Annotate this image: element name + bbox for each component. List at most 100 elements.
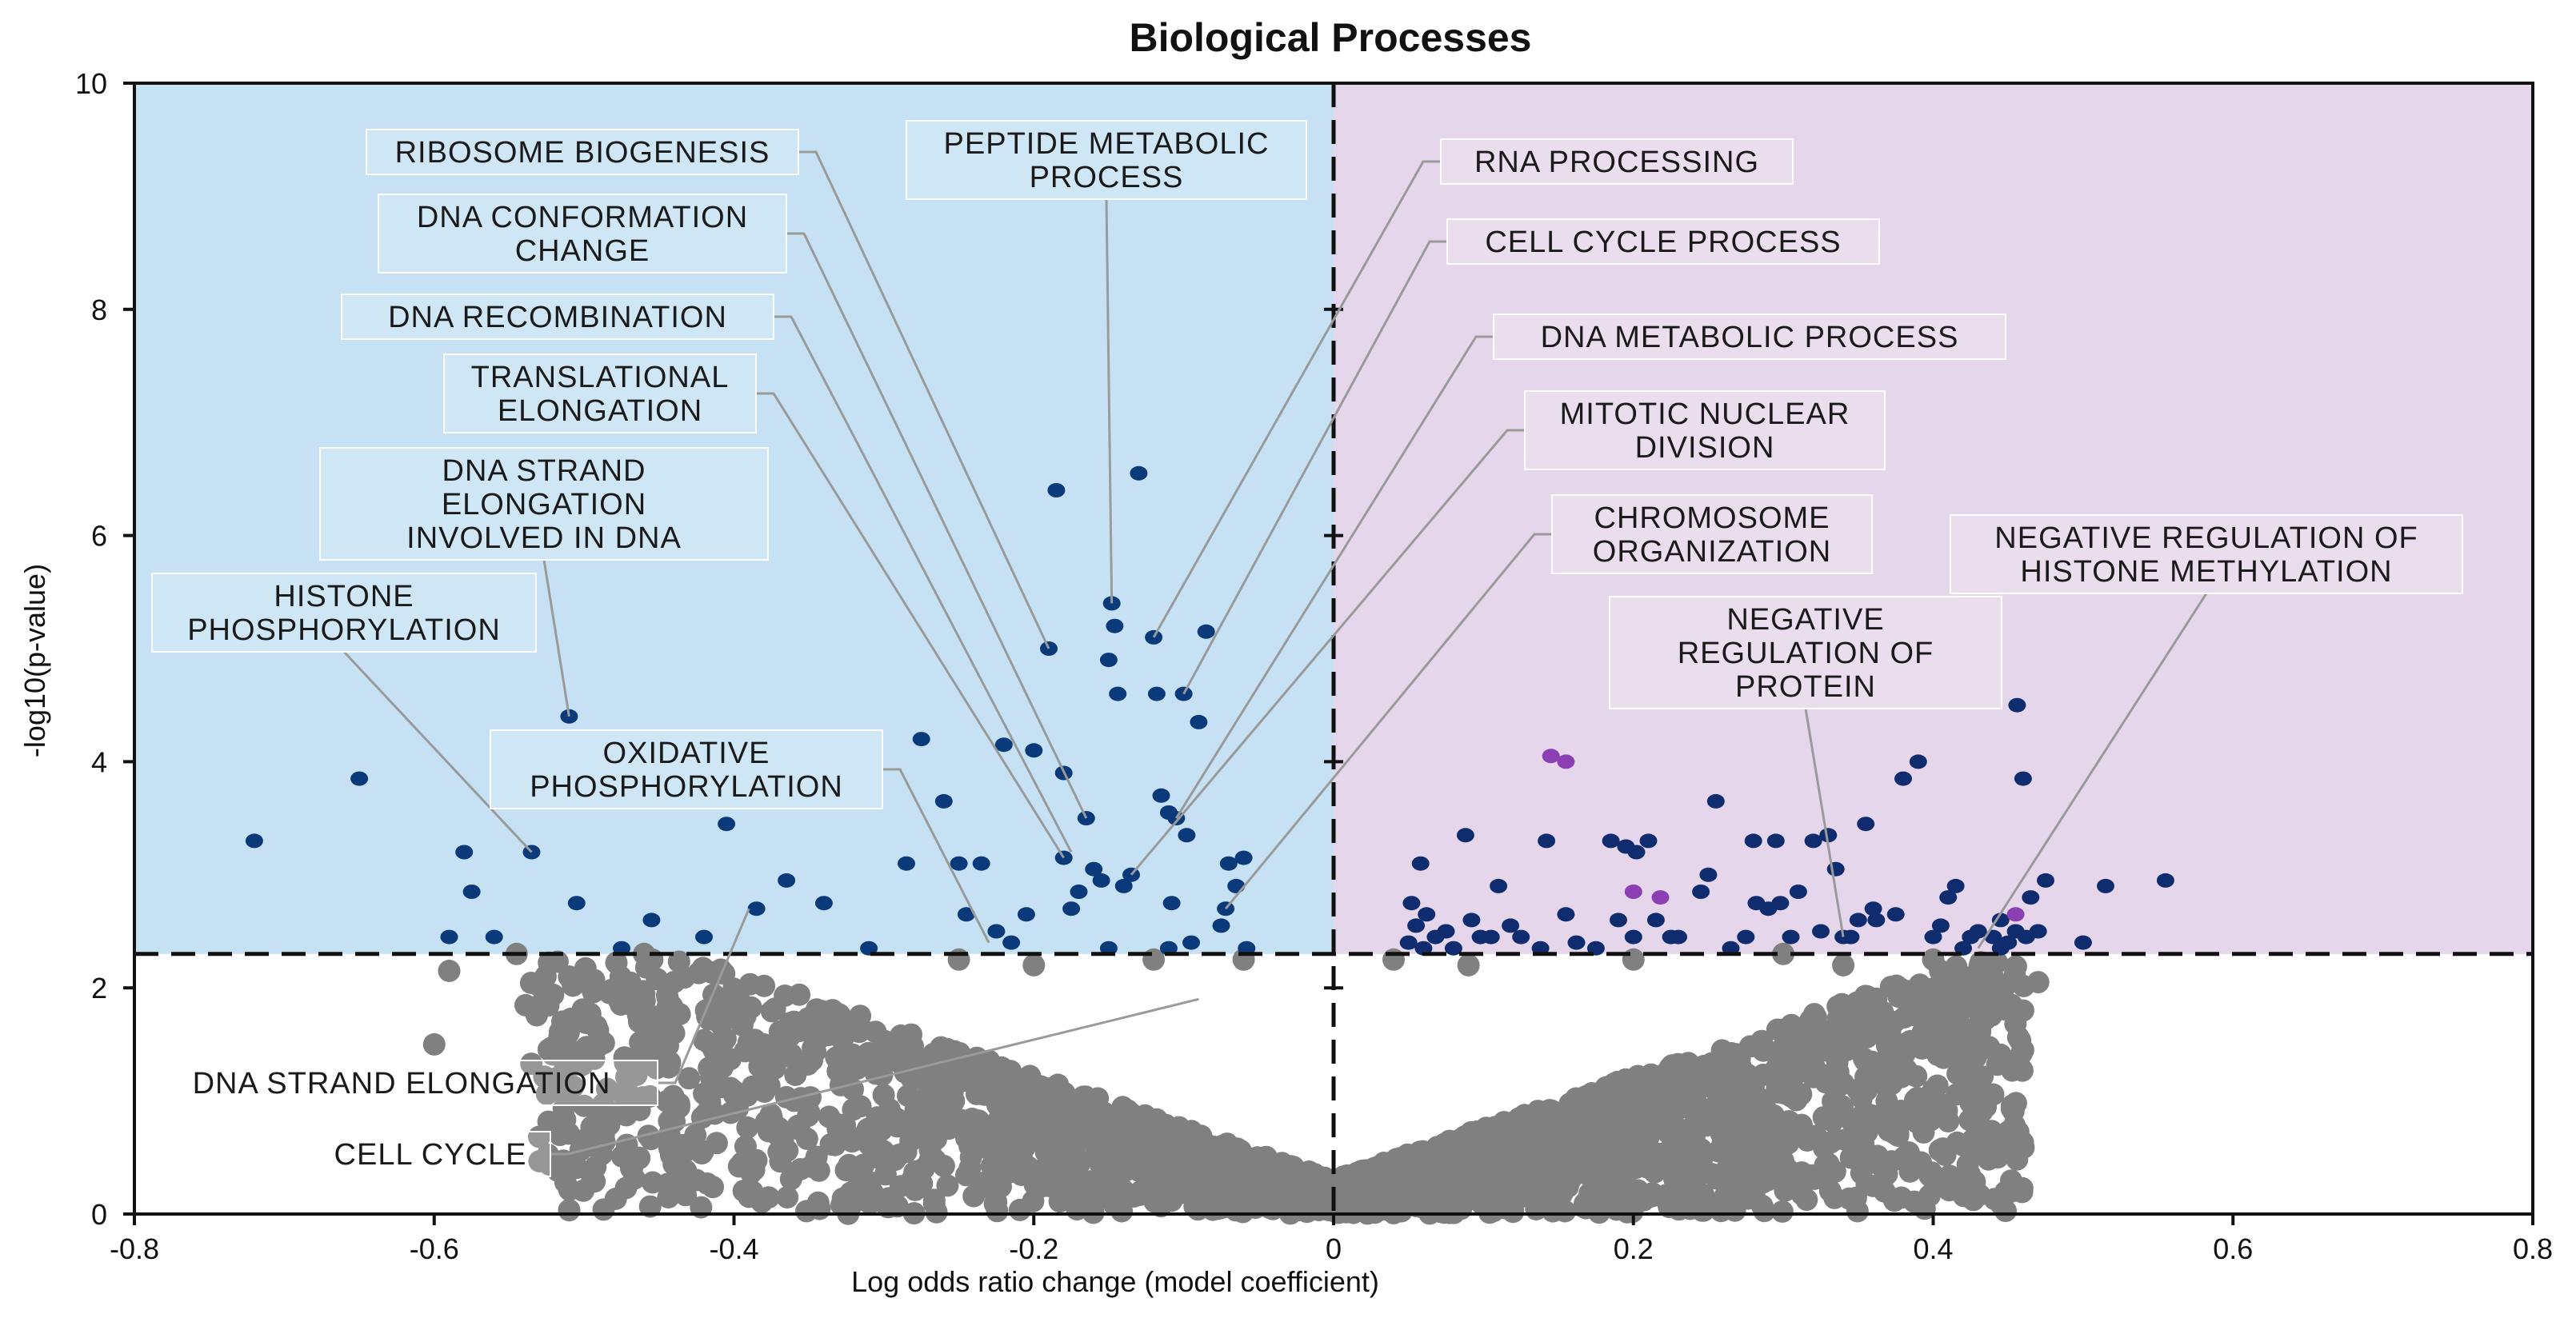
- nonsignificant-point: [818, 1018, 842, 1040]
- nonsignificant-point: [715, 993, 738, 1016]
- nonsignificant-point: [527, 994, 550, 1017]
- annotation-label: DNA METABOLIC PROCESS: [1493, 314, 2006, 360]
- nonsignificant-point: [422, 1032, 446, 1056]
- significant-point: [1047, 483, 1066, 497]
- annotation-box: [1524, 390, 1886, 470]
- nonsignificant-point: [841, 1130, 864, 1153]
- nonsignificant-point: [1883, 1010, 1906, 1033]
- nonsignificant-point: [638, 1195, 662, 1218]
- nonsignificant-point: [1974, 1124, 1998, 1147]
- nonsignificant-point: [1846, 991, 1869, 1014]
- nonsignificant-point: [1397, 1193, 1420, 1216]
- annotation-leader-line: [542, 559, 570, 717]
- nonsignificant-point: [839, 1014, 862, 1037]
- nonsignificant-point: [1016, 1108, 1038, 1131]
- nonsignificant-point: [1983, 1188, 2006, 1211]
- nonsignificant-point: [936, 1174, 959, 1197]
- nonsignificant-point: [1882, 1105, 1905, 1128]
- annotation-leader-line: [1224, 533, 1552, 910]
- nonsignificant-point: [1769, 1124, 1792, 1148]
- nonsignificant-point: [889, 1175, 912, 1198]
- significant-points: [245, 465, 2174, 956]
- x-tick-label: 0.4: [1913, 1232, 1953, 1265]
- significant-point: [950, 856, 968, 871]
- nonsignificant-point: [684, 1124, 707, 1147]
- x-tick-label: 0.8: [2513, 1232, 2553, 1265]
- nonsignificant-point: [985, 1190, 1008, 1213]
- significant-point: [1782, 929, 1800, 945]
- nonsignificant-point: [775, 1041, 798, 1064]
- significant-point: [1152, 788, 1170, 803]
- nonsignificant-point: [1246, 1188, 1270, 1211]
- significant-point: [2097, 878, 2114, 893]
- annotation-text: DNA STRAND ELONGATION: [193, 1067, 611, 1100]
- nonsignificant-point: [582, 969, 606, 992]
- significant-point: [1586, 941, 1605, 956]
- nonsignificant-point: [1622, 948, 1645, 971]
- nonsignificant-point: [1875, 1163, 1898, 1186]
- significant-point: [1812, 924, 1830, 939]
- significant-point: [1070, 885, 1088, 899]
- nonsignificant-point: [974, 1120, 997, 1143]
- annotation-text: CELL CYCLE PROCESS: [1485, 226, 1841, 259]
- significant-point: [1182, 935, 1200, 950]
- nonsignificant-point: [1496, 1195, 1519, 1218]
- x-tick-label: -0.8: [110, 1232, 159, 1265]
- significant-point: [1849, 913, 1867, 928]
- nonsignificant-point: [1790, 1113, 1813, 1136]
- nonsignificant-point: [1391, 1158, 1414, 1181]
- nonsignificant-point: [1091, 1132, 1114, 1155]
- nonsignificant-point: [872, 1084, 895, 1107]
- significant-point: [860, 941, 878, 956]
- annotation-text: HISTONE: [274, 580, 414, 613]
- nonsignificant-point: [1926, 1074, 1949, 1097]
- x-axis-label: Log odds ratio change (model coefficient…: [851, 1265, 1379, 1298]
- annotation-label: CELL CYCLE PROCESS: [1446, 218, 1880, 265]
- nonsignificant-point: [1790, 1183, 1814, 1206]
- significant-point: [1706, 793, 1725, 809]
- nonsignificant-point: [1196, 1156, 1219, 1179]
- nonsignificant-point: [1785, 1088, 1808, 1112]
- annotation-leader-line: [1804, 708, 1845, 937]
- annotation-label: RNA PROCESSING: [1440, 138, 1794, 185]
- significant-point: [1147, 686, 1166, 701]
- significant-point: [778, 873, 796, 888]
- significant-point: [1538, 833, 1556, 849]
- significant-point: [1991, 913, 2010, 928]
- nonsignificant-point: [1963, 1108, 1986, 1131]
- significant-point: [1991, 941, 2010, 956]
- annotation-text: CHANGE: [515, 234, 650, 268]
- y-tick-label: 6: [91, 520, 107, 553]
- nonsignificant-point: [638, 1084, 662, 1108]
- significant-point: [1766, 833, 1785, 849]
- significant-point: [1939, 890, 1958, 905]
- significant-point: [1567, 935, 1586, 950]
- annotation-text: PHOSPHORYLATION: [530, 770, 843, 804]
- nonsignificant-point: [2026, 971, 2050, 994]
- nonsignificant-point: [1022, 953, 1046, 977]
- annotation-leader-line: [658, 908, 750, 1084]
- nonsignificant-point: [1823, 1186, 1846, 1209]
- nonsignificant-point: [2011, 999, 2034, 1022]
- annotation-leader-line: [1174, 335, 1494, 819]
- annotation-box: [1440, 138, 1794, 185]
- nonsignificant-point: [2006, 1148, 2029, 1171]
- nonsignificant-point: [1892, 1032, 1914, 1056]
- nonsignificant-point: [625, 1064, 648, 1087]
- nonsignificant-point: [1860, 1059, 1883, 1082]
- nonsignificant-point: [1905, 1111, 1928, 1134]
- annotation-box: [151, 573, 537, 653]
- nonsignificant-point: [1931, 1137, 1954, 1160]
- significant-point: [1490, 878, 1508, 893]
- nonsignificant-point: [947, 948, 970, 971]
- nonsignificant-point: [1738, 1035, 1762, 1058]
- nonsignificant-point: [1922, 948, 1945, 971]
- nonsignificant-point: [1956, 1153, 1979, 1176]
- nonsignificant-point: [1518, 1115, 1542, 1138]
- nonsignificant-points: [422, 942, 2050, 1225]
- nonsignificant-point: [702, 1176, 725, 1199]
- annotation-leader-line: [1130, 429, 1525, 876]
